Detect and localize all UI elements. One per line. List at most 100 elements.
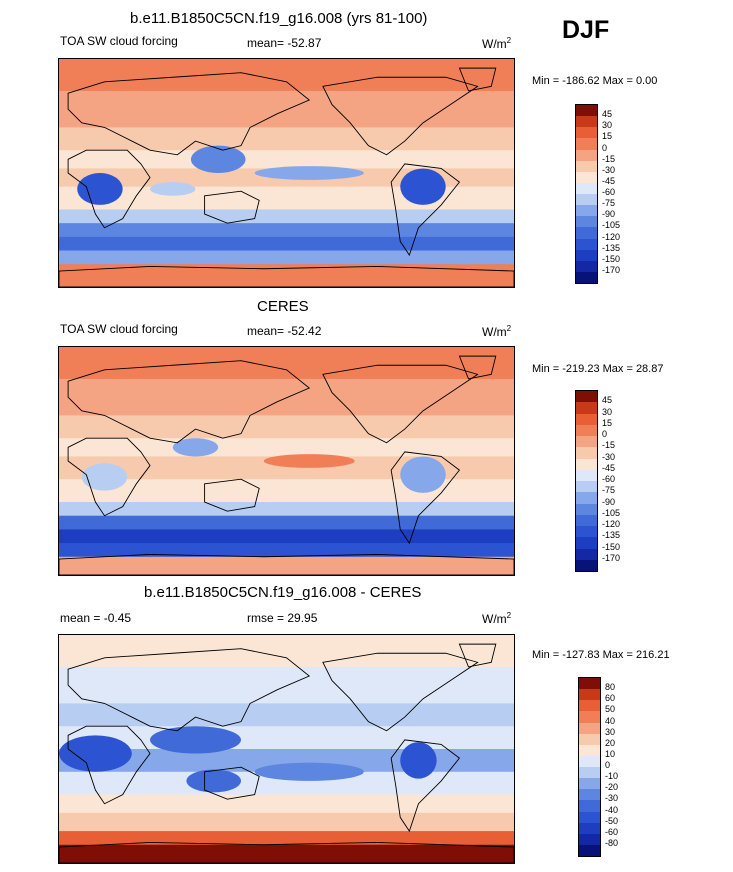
panel-1-mean-label: mean= -52.87 xyxy=(247,36,322,50)
colorbar-tick-label: 50 xyxy=(605,704,616,715)
coastline xyxy=(390,451,461,545)
panel-1-left-label: TOA SW cloud forcing xyxy=(60,34,178,48)
colorbar-tick-label: 30 xyxy=(602,406,613,417)
field-band xyxy=(59,635,514,668)
field-band xyxy=(59,347,514,380)
colorbar-segment xyxy=(576,271,597,283)
panel-3-left-label: mean = -0.45 xyxy=(60,611,132,625)
colorbar-tick-label: -105 xyxy=(602,507,621,518)
coastline xyxy=(67,72,311,156)
colorbar-tick-label: -135 xyxy=(602,530,621,541)
colorbar-segment xyxy=(579,689,600,701)
colorbar-segment xyxy=(576,138,597,150)
field-band xyxy=(59,415,514,440)
colorbar-tick-label: -50 xyxy=(605,815,619,826)
coastline xyxy=(322,364,479,444)
panel-2-left-label: TOA SW cloud forcing xyxy=(60,322,178,336)
coastline xyxy=(67,648,311,732)
colorbar-tick-label: 45 xyxy=(602,109,613,120)
colorbar-segment xyxy=(579,811,600,823)
colorbar-tick-label: -20 xyxy=(605,782,619,793)
colorbar-segment xyxy=(579,778,600,790)
colorbar-tick-label: 0 xyxy=(602,429,608,439)
colorbar-segment xyxy=(579,767,600,779)
colorbar-tick-label: -90 xyxy=(602,496,616,507)
colorbar-segment xyxy=(579,822,600,834)
colorbar-tick-label: -150 xyxy=(602,541,621,552)
field-band xyxy=(59,794,514,814)
coastline xyxy=(59,842,514,863)
panel-2-units: W/m2 xyxy=(482,324,512,339)
colorbar-segment xyxy=(576,149,597,161)
map-field xyxy=(59,59,514,287)
panel-3-colorbar xyxy=(578,677,601,857)
colorbar-tick-label: -150 xyxy=(602,253,621,264)
field-band xyxy=(59,556,514,575)
field-anomaly xyxy=(254,166,364,180)
colorbar-tick-label: -10 xyxy=(605,771,619,782)
map-field xyxy=(59,347,514,575)
colorbar-tick-label: -40 xyxy=(605,804,619,815)
field-band xyxy=(59,515,514,531)
field-anomaly xyxy=(150,726,241,754)
field-band xyxy=(59,438,514,458)
panel-3-minmax: Min = -127.83 Max = 216.21 xyxy=(532,649,670,661)
colorbar-segment xyxy=(576,503,597,515)
panel-1-map xyxy=(58,58,515,288)
field-anomaly xyxy=(77,173,123,205)
coastline xyxy=(59,266,514,287)
field-band xyxy=(59,703,514,728)
field-band xyxy=(59,749,514,773)
colorbar-segment xyxy=(576,194,597,206)
colorbar-tick-label: 0 xyxy=(605,760,611,770)
field-anomaly xyxy=(400,742,437,779)
panel-1-title: b.e11.B1850C5CN.f19_g16.008 (yrs 81-100) xyxy=(130,10,428,27)
colorbar-segment xyxy=(576,160,597,172)
colorbar-tick-label: 15 xyxy=(602,131,613,142)
colorbar-tick-label: 15 xyxy=(602,417,613,428)
colorbar-segment xyxy=(576,424,597,436)
colorbar-segment xyxy=(576,402,597,414)
field-anomaly xyxy=(172,438,219,457)
colorbar-segment xyxy=(579,755,600,767)
colorbar-tick-label: -30 xyxy=(605,793,619,804)
coastline xyxy=(390,739,461,833)
colorbar-tick-label: -170 xyxy=(602,552,621,563)
colorbar-segment xyxy=(576,492,597,504)
field-band xyxy=(59,529,514,545)
coastline xyxy=(67,725,151,805)
colorbar-tick-label: -75 xyxy=(602,485,616,496)
colorbar-segment xyxy=(579,800,600,812)
colorbar-segment xyxy=(576,260,597,272)
colorbar-tick-label: -15 xyxy=(602,440,616,451)
coastline xyxy=(458,643,497,668)
colorbar-segment xyxy=(576,537,597,549)
field-anomaly xyxy=(81,463,128,491)
colorbar-tick-label: -80 xyxy=(605,837,619,848)
coastline xyxy=(204,190,260,224)
colorbar-tick-label: 20 xyxy=(605,737,616,748)
coastline xyxy=(67,360,311,444)
coastline xyxy=(322,652,479,732)
field-band xyxy=(59,456,514,481)
coastline xyxy=(458,355,497,380)
map-field xyxy=(59,635,514,863)
colorbar-segment xyxy=(576,216,597,228)
panel-2-minmax: Min = -219.23 Max = 28.87 xyxy=(532,363,664,375)
coastline xyxy=(204,766,260,800)
colorbar-tick-label: -105 xyxy=(602,220,621,231)
field-band xyxy=(59,543,514,558)
colorbar-tick-label: -135 xyxy=(602,242,621,253)
colorbar-segment xyxy=(579,678,600,690)
field-anomaly xyxy=(254,762,364,781)
colorbar-tick-label: -60 xyxy=(602,474,616,484)
panel-2-mean-label: mean= -52.42 xyxy=(247,324,322,338)
colorbar-tick-label: 30 xyxy=(602,120,613,131)
coastline xyxy=(322,76,479,156)
colorbar-segment xyxy=(579,789,600,801)
colorbar-tick-label: 30 xyxy=(605,726,616,737)
colorbar-tick-label: 40 xyxy=(605,715,616,726)
field-band xyxy=(59,59,514,92)
colorbar-segment xyxy=(579,744,600,756)
colorbar-tick-label: -30 xyxy=(602,164,616,175)
